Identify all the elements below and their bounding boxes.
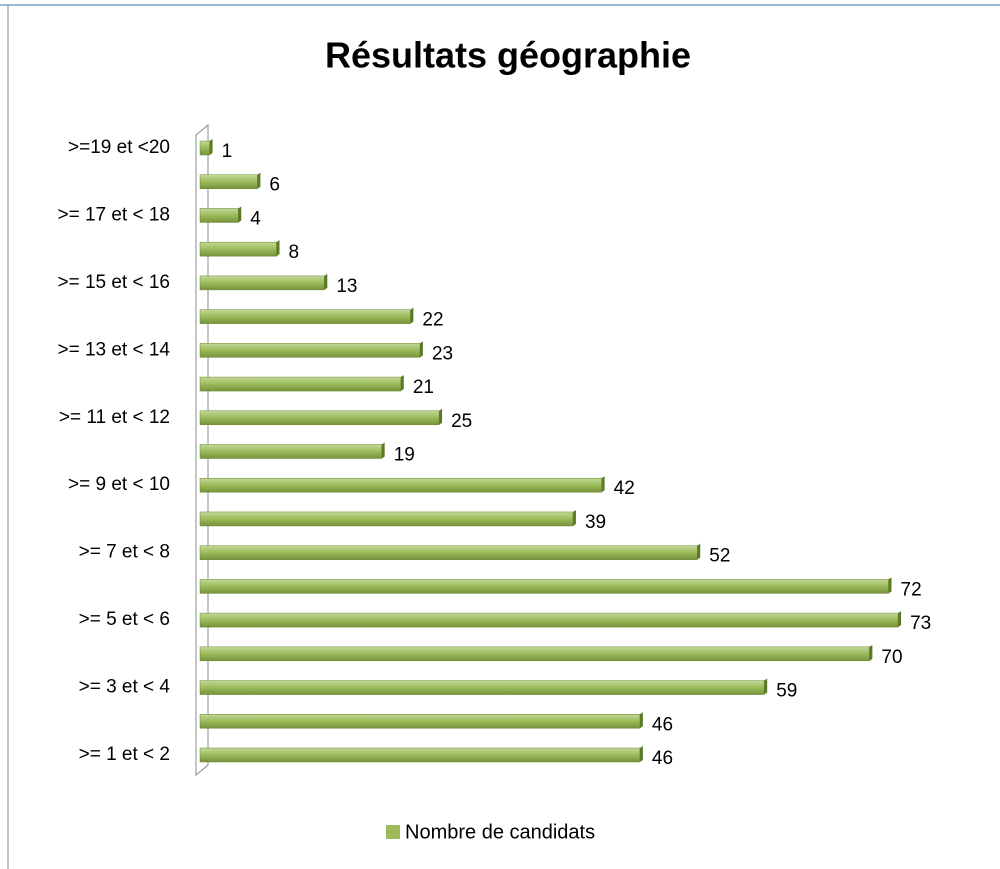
- bar-end: [639, 712, 643, 729]
- data-label: 21: [413, 377, 434, 398]
- bar-end: [572, 509, 576, 526]
- data-label: 52: [709, 546, 730, 567]
- data-label: 70: [881, 647, 902, 668]
- data-label: 6: [269, 175, 280, 196]
- bar: [199, 714, 641, 729]
- bar-end: [888, 577, 892, 594]
- y-tick-label: >= 15 et < 16: [57, 272, 170, 293]
- bar: [199, 309, 411, 324]
- data-label: 19: [394, 445, 415, 466]
- y-tick-label: >= 13 et < 14: [57, 339, 170, 360]
- bar: [199, 612, 899, 628]
- bar: [199, 241, 277, 257]
- bar-end: [410, 307, 414, 324]
- chart-title: Résultats géographie: [325, 35, 691, 76]
- data-label: 8: [289, 242, 300, 263]
- data-label: 1: [222, 141, 233, 162]
- bar: [199, 343, 421, 358]
- bar: [199, 545, 698, 560]
- data-label: 72: [901, 579, 922, 600]
- data-label: 42: [614, 478, 635, 499]
- bar: [199, 680, 765, 695]
- bar: [199, 646, 870, 662]
- bar: [199, 376, 402, 392]
- y-tick-label: >=19 et <20: [68, 137, 170, 158]
- bar: [199, 477, 602, 493]
- data-label: 46: [652, 714, 673, 735]
- data-label: 22: [422, 310, 443, 331]
- bar: [199, 410, 440, 426]
- y-tick-label: >= 7 et < 8: [79, 542, 170, 563]
- bar: [199, 579, 889, 594]
- bar: [199, 747, 641, 763]
- bar-end: [381, 442, 385, 459]
- y-tick-label: >= 9 et < 10: [68, 474, 170, 495]
- bar-end: [439, 408, 443, 425]
- y-tick-label: >= 3 et < 4: [79, 677, 171, 698]
- bar: [199, 208, 239, 223]
- bar-end: [209, 139, 213, 155]
- bar-end: [697, 543, 701, 560]
- bar-end: [238, 206, 242, 223]
- bar-end: [898, 611, 902, 628]
- bar-end: [639, 746, 643, 762]
- data-label: 23: [432, 343, 453, 364]
- data-label: 4: [250, 208, 261, 229]
- bar: [199, 140, 210, 156]
- bar-end: [764, 678, 768, 695]
- bar-end: [869, 644, 873, 661]
- data-label: 59: [776, 681, 797, 702]
- bar: [199, 275, 325, 291]
- bar: [199, 511, 574, 527]
- bar-end: [324, 273, 328, 290]
- data-label: 25: [451, 411, 472, 432]
- plot-area: >= 1 et < 2 46 46 >= 3 et < 4 59 70 >= 5 et < …: [57, 137, 931, 769]
- legend-label: Nombre de candidats: [405, 821, 595, 843]
- bar-end: [400, 375, 404, 392]
- y-tick-label: >= 11 et < 12: [59, 407, 170, 428]
- bar-end: [257, 172, 261, 189]
- bar-end: [601, 476, 605, 493]
- data-label: 46: [652, 748, 673, 769]
- y-tick-label: >= 17 et < 18: [57, 204, 170, 225]
- bar-end: [419, 341, 423, 358]
- bar: [199, 444, 382, 459]
- y-tick-label: >= 5 et < 6: [79, 609, 170, 630]
- legend-swatch: [386, 825, 400, 839]
- data-label: 73: [910, 613, 931, 634]
- y-tick-label: >= 1 et < 2: [79, 744, 170, 765]
- bar: [199, 174, 258, 189]
- bar-end: [276, 240, 280, 257]
- data-label: 13: [336, 276, 357, 297]
- data-label: 39: [585, 512, 606, 533]
